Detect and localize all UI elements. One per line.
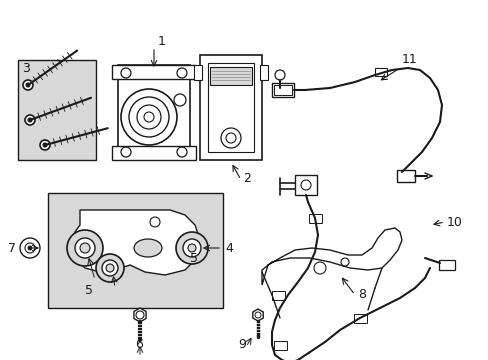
Circle shape — [20, 238, 40, 258]
Bar — [112, 146, 196, 160]
Polygon shape — [134, 308, 146, 322]
Text: 6: 6 — [135, 338, 142, 351]
Polygon shape — [262, 228, 401, 285]
Bar — [273, 341, 286, 350]
Text: 3: 3 — [22, 62, 30, 75]
Bar — [294, 175, 316, 195]
Circle shape — [28, 118, 32, 122]
Circle shape — [183, 239, 201, 257]
Text: 11: 11 — [401, 53, 417, 66]
Circle shape — [96, 254, 124, 282]
Circle shape — [150, 217, 160, 227]
Bar — [200, 55, 262, 160]
Bar — [118, 65, 190, 160]
Bar — [207, 63, 253, 152]
Bar — [209, 67, 251, 85]
Bar — [353, 314, 366, 323]
Bar — [374, 68, 386, 76]
Text: 8: 8 — [357, 288, 365, 301]
Circle shape — [106, 264, 114, 272]
Circle shape — [67, 230, 103, 266]
Ellipse shape — [134, 239, 162, 257]
Circle shape — [25, 243, 35, 253]
Circle shape — [23, 80, 33, 90]
Bar — [112, 65, 196, 79]
Circle shape — [43, 143, 47, 147]
Text: 10: 10 — [446, 216, 462, 229]
Polygon shape — [252, 309, 263, 321]
Text: 4: 4 — [224, 242, 232, 255]
Circle shape — [75, 238, 95, 258]
Text: 5: 5 — [85, 284, 93, 297]
Bar — [308, 214, 321, 223]
Bar — [18, 60, 96, 160]
Text: 1: 1 — [158, 35, 165, 48]
Bar — [260, 65, 267, 80]
Circle shape — [26, 83, 30, 87]
Polygon shape — [72, 210, 200, 275]
Circle shape — [28, 246, 32, 250]
Circle shape — [102, 260, 118, 276]
Text: 7: 7 — [8, 242, 16, 255]
Circle shape — [176, 232, 207, 264]
Bar — [438, 260, 454, 270]
Circle shape — [274, 70, 285, 80]
Bar — [271, 83, 293, 97]
Circle shape — [25, 115, 35, 125]
Circle shape — [40, 140, 50, 150]
Text: 5: 5 — [190, 252, 198, 265]
Text: 9: 9 — [238, 338, 245, 351]
Bar — [194, 65, 202, 80]
Bar — [271, 291, 285, 300]
Bar — [273, 85, 291, 95]
Bar — [48, 193, 223, 308]
Circle shape — [80, 243, 90, 253]
Text: 2: 2 — [243, 172, 250, 185]
Bar — [396, 170, 414, 182]
Circle shape — [187, 244, 196, 252]
